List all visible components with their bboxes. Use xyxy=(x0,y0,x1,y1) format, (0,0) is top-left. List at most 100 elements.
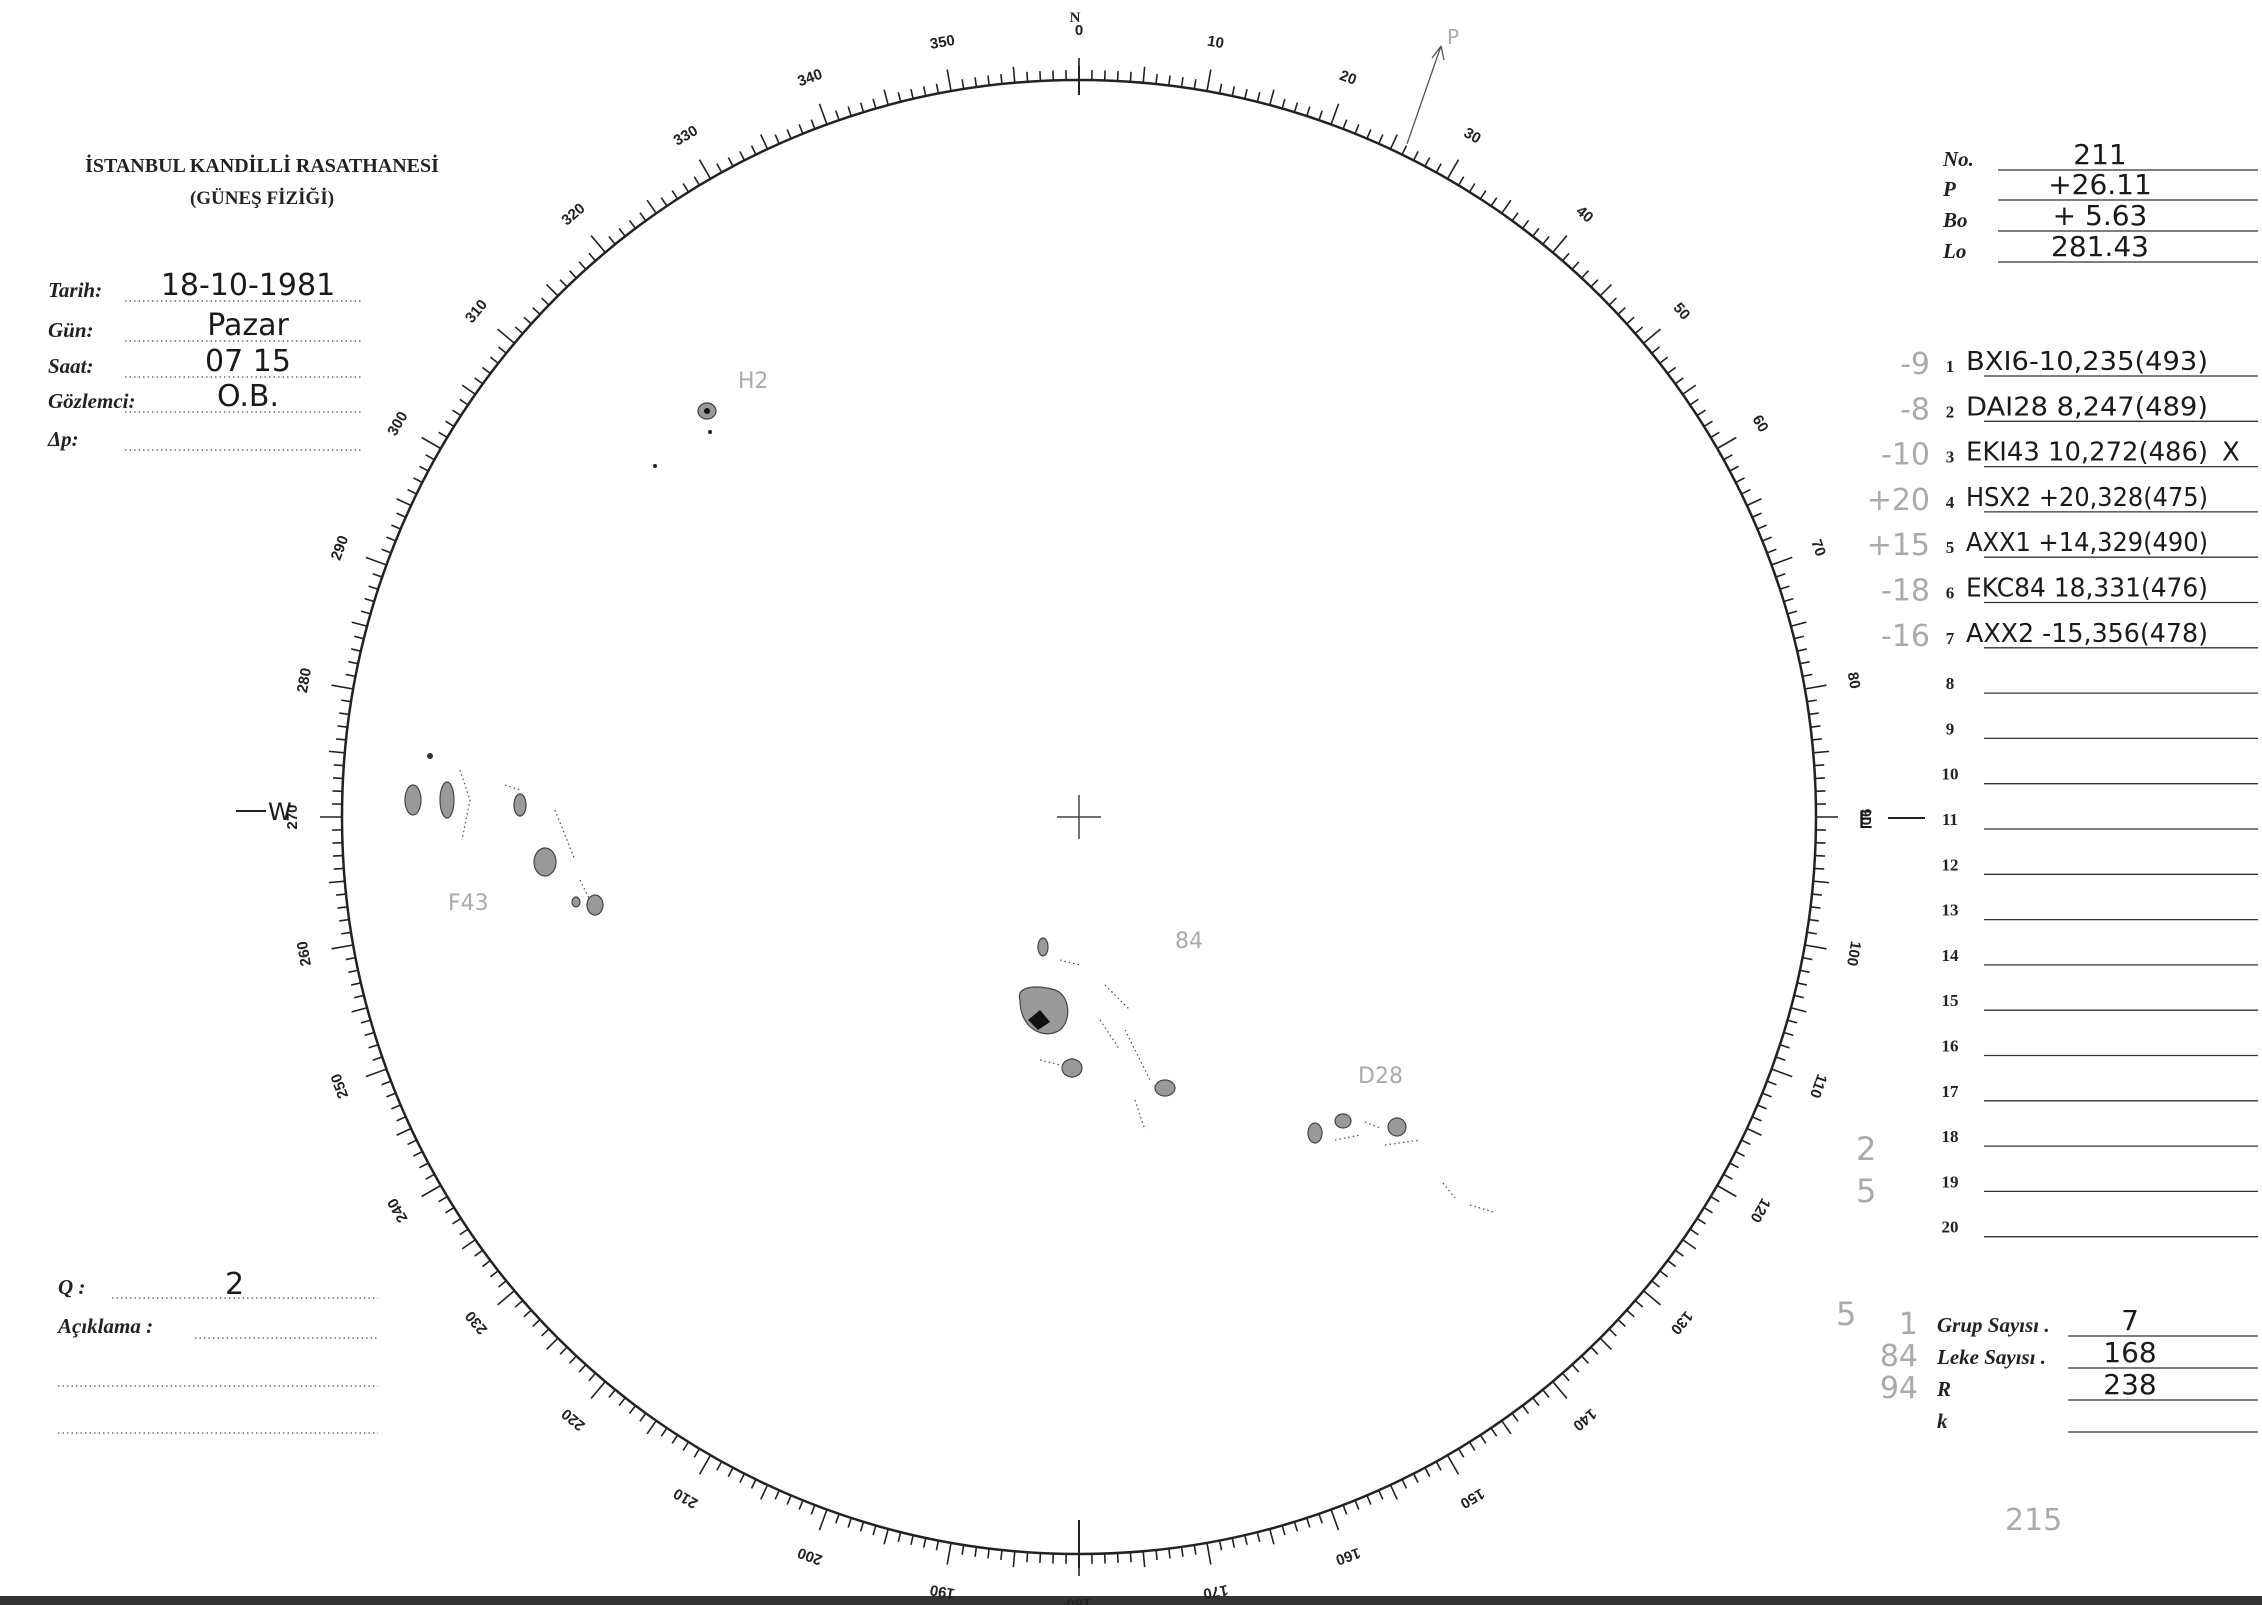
degree-tick xyxy=(337,725,348,728)
degree-tick xyxy=(847,106,853,117)
degree-tick xyxy=(1218,83,1223,94)
row-number: 10 xyxy=(1942,765,1959,784)
subtitle: (GÜNEŞ FİZİĞİ) xyxy=(190,187,334,209)
degree-tick xyxy=(425,1173,435,1180)
degree-label: 280 xyxy=(294,667,315,695)
degree-tick xyxy=(1424,1467,1431,1477)
degree-tick xyxy=(1412,151,1419,161)
degree-tick xyxy=(760,1484,769,1500)
sunspot xyxy=(513,793,527,817)
degree-tick xyxy=(1651,1280,1661,1288)
degree-tick xyxy=(1796,648,1808,652)
sunspot xyxy=(1061,1058,1083,1078)
sunspot-group xyxy=(1307,1113,1421,1146)
degree-tick xyxy=(1378,1489,1384,1500)
degree-tick xyxy=(1608,1328,1617,1337)
degree-tick xyxy=(922,1537,927,1548)
degree-tick xyxy=(341,699,352,703)
row-number: 18 xyxy=(1942,1127,1959,1146)
sunspot xyxy=(1334,1113,1352,1129)
degree-tick xyxy=(1814,777,1826,780)
degree-tick xyxy=(1643,328,1661,344)
degree-tick xyxy=(1501,1420,1512,1435)
degree-tick xyxy=(396,512,407,518)
degree-tick xyxy=(1793,635,1805,640)
degree-tick xyxy=(1281,1525,1286,1536)
row-entry: EKI43 10,272(486) xyxy=(1966,438,2208,468)
degree-tick xyxy=(774,134,780,145)
degree-tick xyxy=(1542,235,1550,245)
degree-tick xyxy=(1793,994,1805,999)
margin-note: 5 xyxy=(1856,1172,1876,1210)
degree-tick xyxy=(1256,1531,1261,1543)
degree-tick xyxy=(798,1500,804,1510)
degree-tick xyxy=(1581,270,1590,279)
degree-tick xyxy=(345,673,356,678)
param-label: P xyxy=(1942,177,1956,201)
degree-tick xyxy=(1401,145,1408,155)
group-annotation: H2 xyxy=(738,369,769,394)
degree-tick xyxy=(481,1259,491,1268)
degree-tick xyxy=(497,1290,515,1306)
degree-tick xyxy=(1590,279,1599,288)
degree-tick xyxy=(1256,91,1261,103)
degree-tick xyxy=(1378,134,1384,145)
pore xyxy=(708,430,712,434)
degree-tick xyxy=(1766,548,1777,554)
degree-tick xyxy=(646,199,657,214)
degree-tick xyxy=(1787,1019,1798,1024)
degree-tick xyxy=(1674,1249,1684,1257)
degree-tick xyxy=(639,212,647,222)
degree-tick xyxy=(590,235,606,253)
degree-tick xyxy=(660,1427,668,1437)
degree-tick xyxy=(1293,102,1299,113)
degree-tick xyxy=(1626,1309,1635,1318)
sunspot xyxy=(439,781,455,819)
degree-tick xyxy=(872,1525,877,1536)
degree-tick xyxy=(935,1540,940,1551)
degree-tick xyxy=(514,1299,524,1308)
degree-tick xyxy=(1643,1290,1661,1306)
degree-tick xyxy=(1674,377,1684,385)
degree-tick xyxy=(698,159,712,180)
degree-tick xyxy=(328,750,345,754)
degree-tick xyxy=(1342,1504,1348,1515)
degree-tick xyxy=(1354,1500,1360,1510)
degree-tick xyxy=(474,1249,484,1257)
degree-tick xyxy=(1689,1228,1699,1236)
degree-tick xyxy=(523,1309,532,1318)
degree-tick xyxy=(351,1006,368,1013)
degree-tick xyxy=(1804,944,1827,950)
degree-tick xyxy=(372,1056,383,1061)
degree-tick xyxy=(1000,74,1003,85)
degree-tick xyxy=(578,261,587,270)
degree-tick xyxy=(1689,398,1699,406)
north-label: N xyxy=(1070,10,1081,26)
degree-tick xyxy=(1796,982,1808,986)
degree-tick xyxy=(810,1504,816,1515)
degree-tick xyxy=(588,252,597,262)
degree-label: 30 xyxy=(1461,124,1484,147)
margin-note: 5 xyxy=(1836,1295,1856,1333)
degree-tick xyxy=(1682,1239,1697,1250)
degree-tick xyxy=(1667,366,1677,375)
row-note: -10 xyxy=(1881,438,1930,473)
degree-tick xyxy=(1806,931,1817,935)
row-mark: X xyxy=(2222,438,2240,468)
degree-tick xyxy=(1682,384,1697,395)
group-annotation: F43 xyxy=(448,891,489,916)
degree-tick xyxy=(1811,738,1822,741)
degree-tick xyxy=(716,1461,723,1471)
degree-tick xyxy=(332,777,344,780)
degree-tick xyxy=(1155,1549,1158,1560)
degree-tick xyxy=(1318,1513,1323,1524)
degree-tick xyxy=(1783,1031,1794,1037)
degree-tick xyxy=(798,124,804,134)
degree-tick xyxy=(1193,1544,1197,1555)
degree-tick xyxy=(545,283,559,297)
param-value: + 5.63 xyxy=(2053,199,2148,232)
degree-tick xyxy=(391,524,401,530)
degree-tick xyxy=(1779,1043,1790,1049)
row-number: 14 xyxy=(1942,946,1960,965)
degree-tick xyxy=(331,944,354,950)
